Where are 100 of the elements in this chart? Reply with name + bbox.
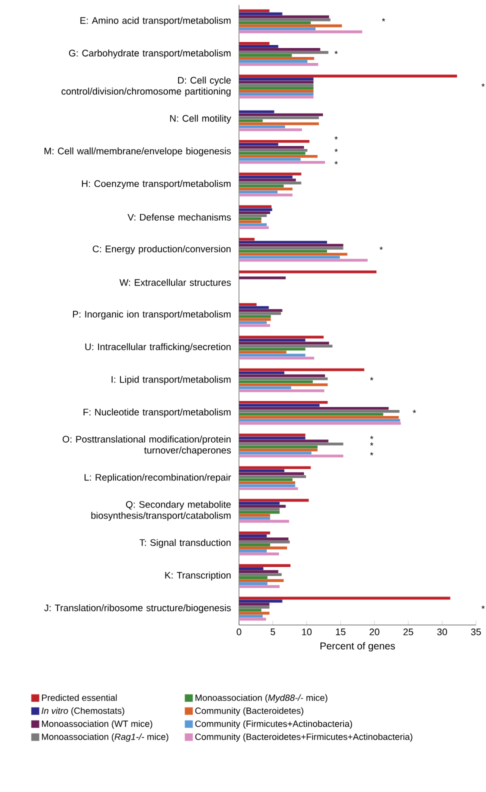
bar (238, 538, 288, 540)
y-tick-label: G: Carbohydrate transport/metabolism (69, 50, 231, 58)
bar (238, 585, 280, 588)
bar (238, 208, 272, 212)
bar (238, 276, 286, 280)
bar (238, 416, 399, 419)
bar (238, 84, 314, 86)
bar (238, 422, 401, 425)
y-tick-label: N: Cell motility (170, 114, 232, 124)
legend-label: Community (Firmicutes+Actinobacteria) (195, 720, 352, 729)
x-tick-label: 0 (236, 628, 242, 636)
bar (238, 223, 267, 226)
y-tick-label: O: Posttranslational modification/protein turnover/chaperones (62, 436, 231, 456)
bar (238, 389, 324, 392)
bar (238, 342, 330, 345)
bar (238, 544, 270, 546)
x-tick-label: 30 (437, 628, 448, 636)
bar (238, 410, 400, 413)
bar (238, 48, 320, 51)
bar (238, 220, 262, 224)
y-tick-label: L: Replication/recombination/repair (84, 474, 232, 483)
bar (238, 354, 306, 357)
annotation: * (370, 452, 374, 456)
bar (238, 54, 292, 57)
bar (238, 440, 328, 442)
bar (238, 86, 314, 90)
annotation: * (370, 442, 374, 446)
bar (238, 469, 284, 472)
bar (238, 576, 268, 579)
bar (238, 51, 328, 54)
bar (238, 172, 302, 176)
bar (238, 600, 282, 603)
y-tick-label: I: Lipid transport/metabolism (112, 376, 231, 385)
bar (238, 45, 278, 48)
bar (238, 309, 282, 312)
x-tick-label: 5 (270, 628, 276, 636)
bar (238, 419, 400, 422)
y-tick-label: E: Amino acid transport/metabolism (80, 16, 231, 26)
bar (238, 63, 318, 66)
x-tick-label: 10 (302, 628, 312, 636)
y-tick-label: T: Signal transduction (140, 538, 231, 548)
bar (238, 303, 257, 306)
y-tick-label: W: Extracellular structures (120, 278, 231, 286)
bar (238, 534, 267, 538)
legend-label: Predicted essential (42, 694, 117, 701)
bar (238, 567, 264, 570)
bar (238, 74, 458, 78)
bar (238, 21, 311, 24)
y-tick-label: J: Translation/ribosome structure/biogenesis (44, 604, 231, 614)
bar (238, 371, 284, 374)
bar (238, 315, 271, 318)
bar (238, 570, 278, 573)
annotation: * (334, 148, 338, 152)
annotation: * (334, 136, 338, 140)
bar (238, 540, 290, 544)
y-tick-label: H: Coenzyme transport/metabolism (82, 180, 231, 189)
bar (238, 466, 311, 470)
bar (238, 90, 314, 92)
x-axis-title: Percent of genes (320, 642, 395, 652)
bar (238, 321, 267, 324)
bar (238, 80, 314, 84)
legend-label: Monoassociation (WT mice) (42, 720, 152, 729)
bar (238, 190, 278, 194)
annotation: * (412, 410, 416, 413)
bar (238, 356, 314, 360)
bar (238, 434, 306, 436)
bar (238, 270, 376, 274)
x-tick-label: 35 (471, 628, 481, 636)
bar (238, 57, 314, 60)
bar (238, 184, 284, 188)
text: * (481, 606, 485, 609)
bar (238, 92, 314, 96)
legend-label: Monoassociation (Myd88-/- mice) (196, 694, 328, 703)
bar (238, 176, 292, 178)
annotation: * (334, 161, 338, 164)
bar (238, 546, 288, 550)
bar (238, 96, 314, 98)
bar (238, 532, 270, 534)
bar (238, 142, 278, 146)
y-tick-label: V: Defense mechanisms (128, 214, 231, 221)
bar (238, 550, 267, 552)
bar (238, 152, 306, 155)
y-tick-label: M: Cell wall/membrane/envelope biogenesis (44, 147, 231, 156)
bar (238, 205, 272, 208)
y-tick-label: C: Energy production/conversion (92, 245, 231, 254)
y-tick-label: U: Intracellular trafficking/secretion (85, 343, 231, 352)
legend-label: Community (Bacteroidetes+Firmicutes+Actinobacteria) (195, 733, 412, 742)
text: * (481, 83, 485, 87)
x-tick-label: 15 (336, 628, 346, 636)
bar (238, 42, 270, 45)
bar (238, 140, 310, 143)
bar (238, 573, 282, 576)
legend-label: In vitro (Chemostats) (42, 707, 124, 716)
bar (238, 211, 270, 214)
bar (238, 406, 389, 410)
bar (238, 552, 279, 556)
bar (238, 312, 281, 315)
y-tick-label: D: Cell cycle control/division/chromosome partitioning (62, 76, 231, 97)
legend-label: Monoassociation (Rag1-/- mice) (42, 733, 168, 742)
y-tick-label: F: Nucleotide transport/metabolism (84, 408, 231, 418)
